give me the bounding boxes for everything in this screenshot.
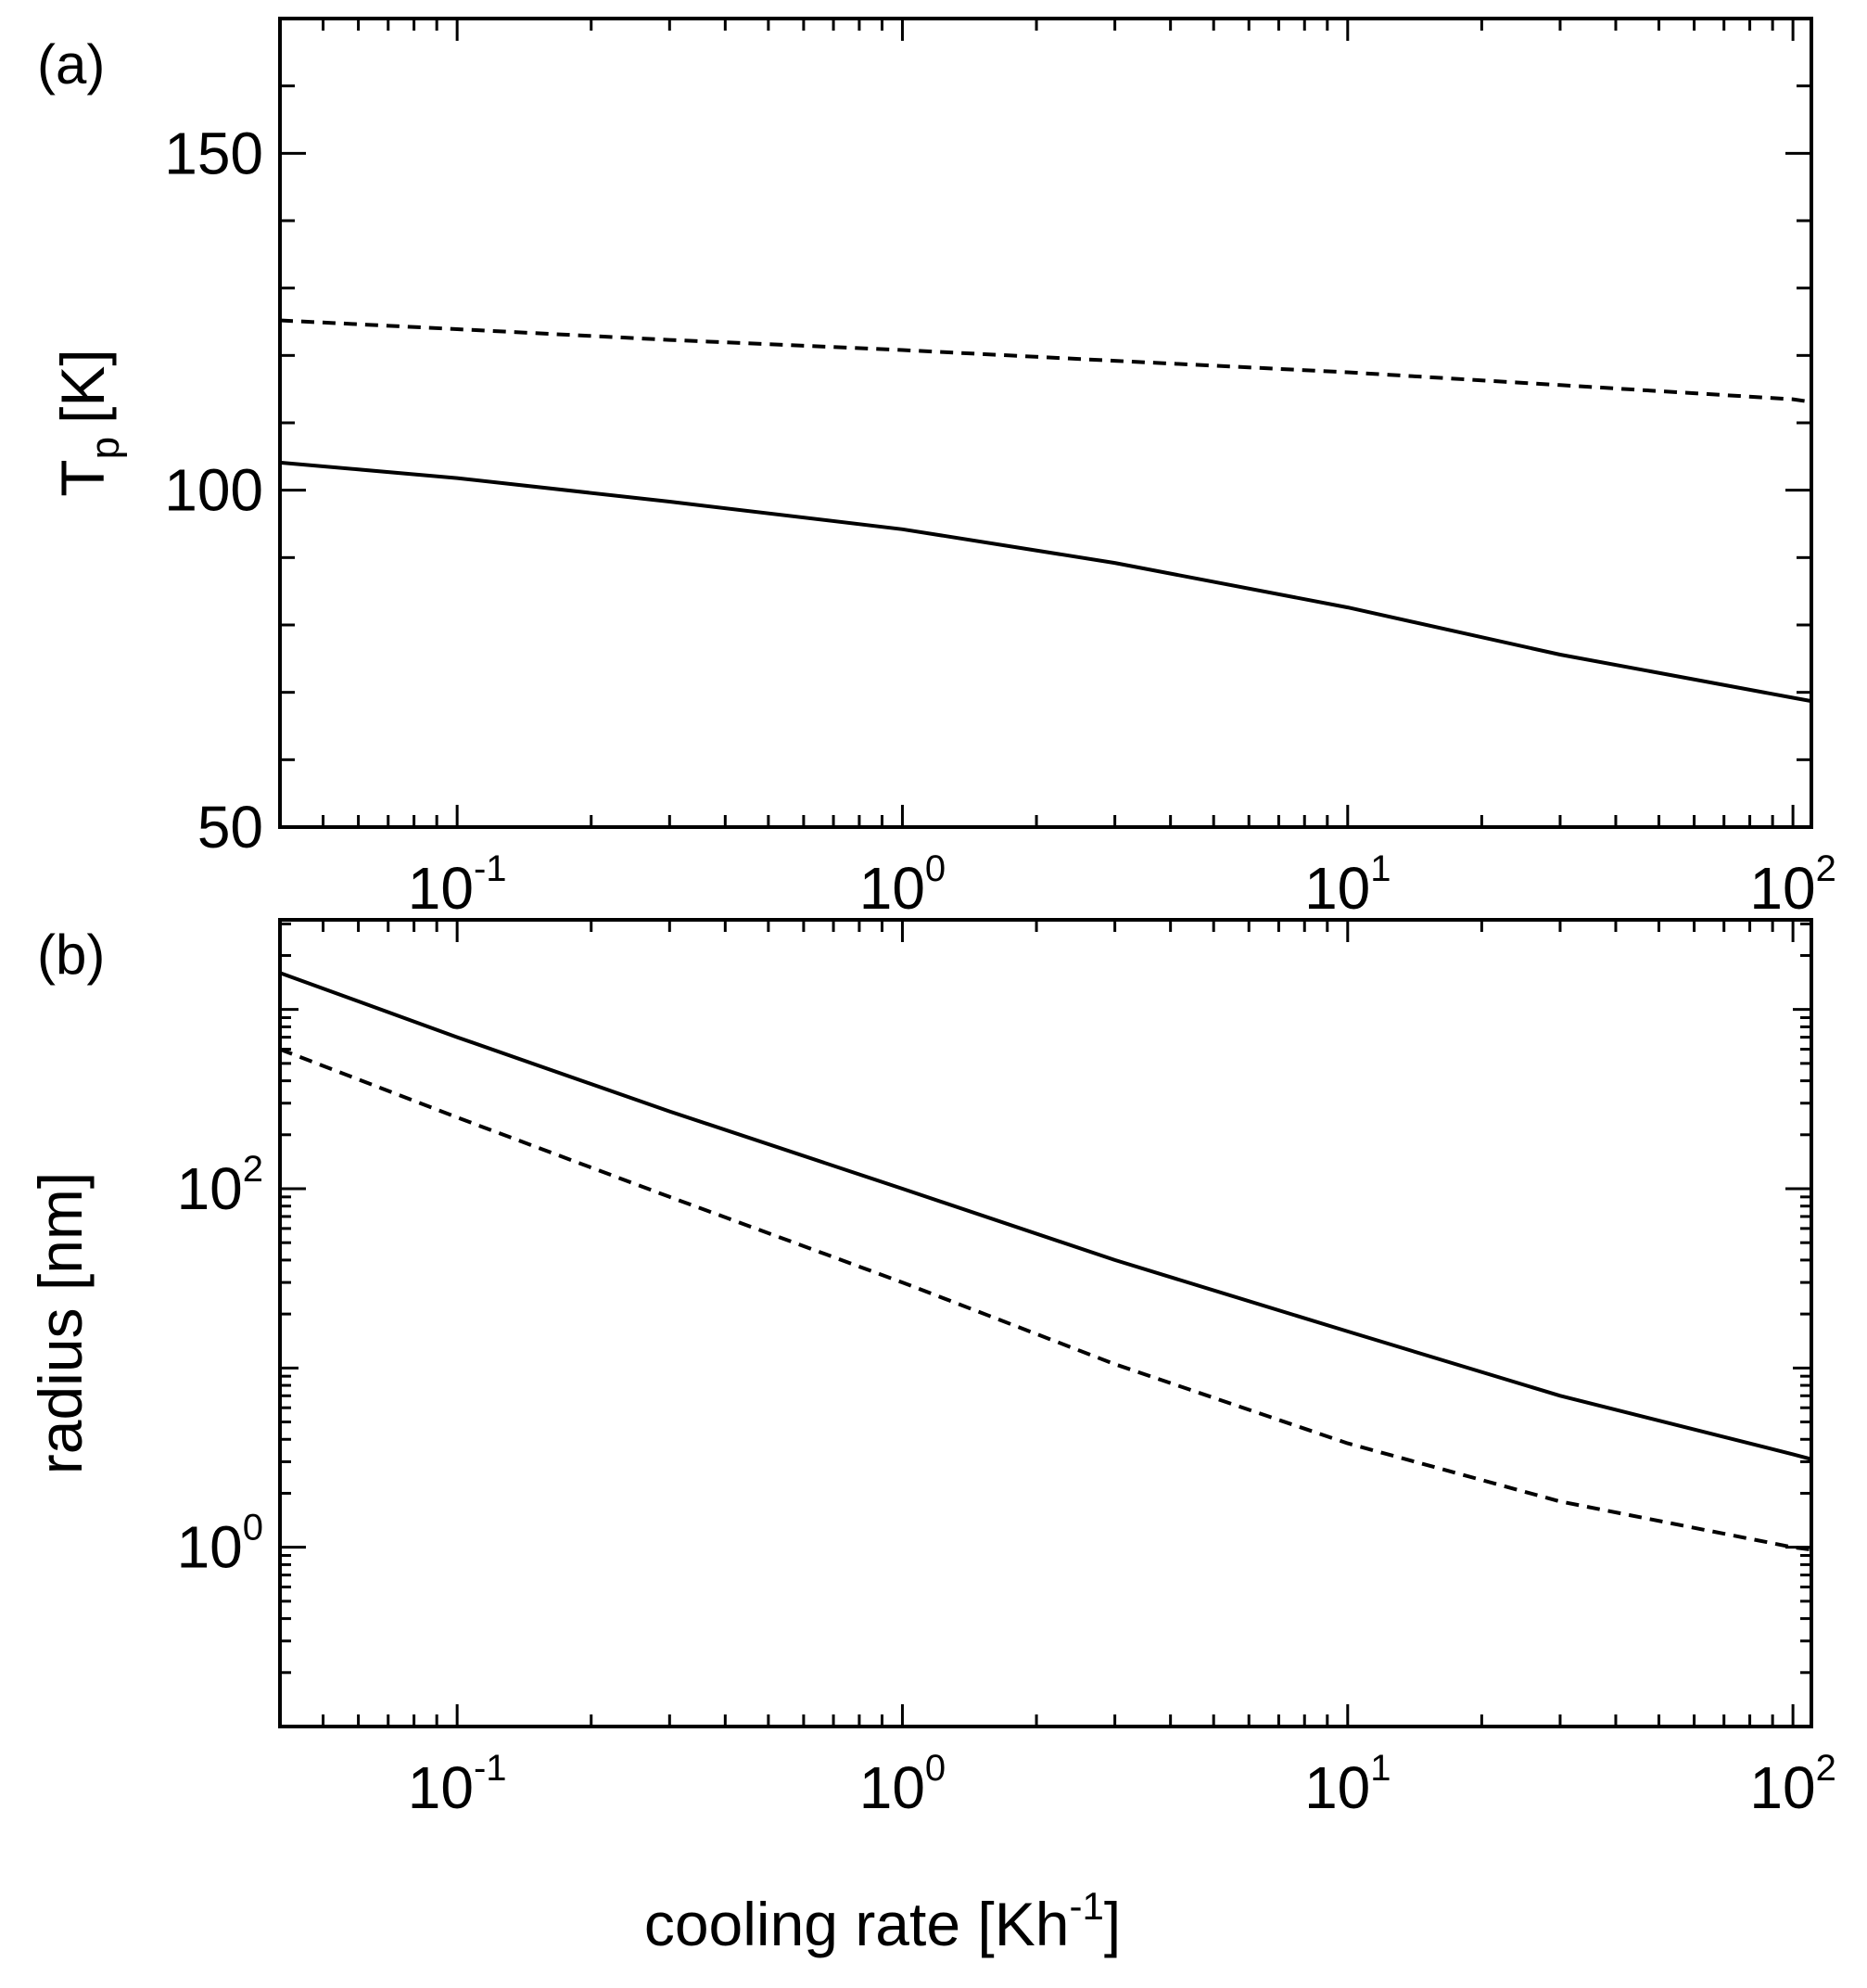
- panel-a-y-axis-label: Tp [K]: [48, 349, 128, 497]
- x-label-main: cooling rate [Kh: [644, 1890, 1070, 1958]
- panel-b-frame: [278, 918, 1813, 1728]
- panel-a-curves: [279, 318, 1812, 704]
- panel-a-series-dashed: [279, 318, 1812, 404]
- panel-b-y-tick-label: 102: [177, 1149, 263, 1222]
- panel-a-x-tick-label: 102: [1749, 848, 1835, 922]
- panel-b-x-tick-label: 100: [859, 1748, 946, 1821]
- panel-a-label: (a): [37, 33, 105, 96]
- panel-b-series-solid: [279, 971, 1812, 1461]
- panel-a-x-tick-label: 10-1: [408, 848, 507, 922]
- y-label-unit: [K]: [48, 349, 117, 424]
- panel-a-y-tick-label: 100: [164, 457, 263, 524]
- panel-a-ticks: [278, 17, 1811, 829]
- panel-a-frame: [278, 17, 1813, 829]
- panel-a-y-tick-label: 50: [197, 794, 263, 860]
- panel-b-curves: [279, 971, 1812, 1552]
- panel-b-x-tick-label: 102: [1749, 1748, 1835, 1821]
- panel-b-series-dashed: [279, 1047, 1812, 1552]
- panel-a-x-tick-label: 100: [859, 848, 946, 922]
- panel-b: 10-1 100 101 102 100 102 (b) radius [nm] cool…: [26, 918, 1836, 1958]
- panel-a-tick-labels: 10-1 100 101 102 50 100 150: [164, 120, 1836, 922]
- x-label-close: ]: [1104, 1890, 1121, 1958]
- panel-b-x-tick-label: 101: [1304, 1748, 1391, 1821]
- panel-b-x-tick-label: 10-1: [408, 1748, 507, 1821]
- panel-b-ticks: [278, 920, 1811, 1728]
- panel-a-y-tick-label: 150: [164, 120, 263, 186]
- x-axis-label: cooling rate [Kh-1]: [644, 1884, 1121, 1958]
- panel-b-y-axis-label: radius [nm]: [26, 1172, 95, 1474]
- y-label-main: T: [48, 459, 117, 496]
- panel-a-x-tick-label: 101: [1304, 848, 1391, 922]
- panel-b-tick-labels: 10-1 100 101 102 100 102: [177, 1149, 1836, 1821]
- panel-a-series-solid: [279, 460, 1812, 704]
- panel-a: 10-1 100 101 102 50 100 150 (a) Tp [K]: [37, 17, 1836, 922]
- x-label-exp: -1: [1069, 1884, 1103, 1928]
- panel-b-y-tick-label: 100: [177, 1508, 263, 1581]
- y-label-sub: p: [83, 437, 128, 459]
- panel-b-label: (b): [37, 924, 105, 986]
